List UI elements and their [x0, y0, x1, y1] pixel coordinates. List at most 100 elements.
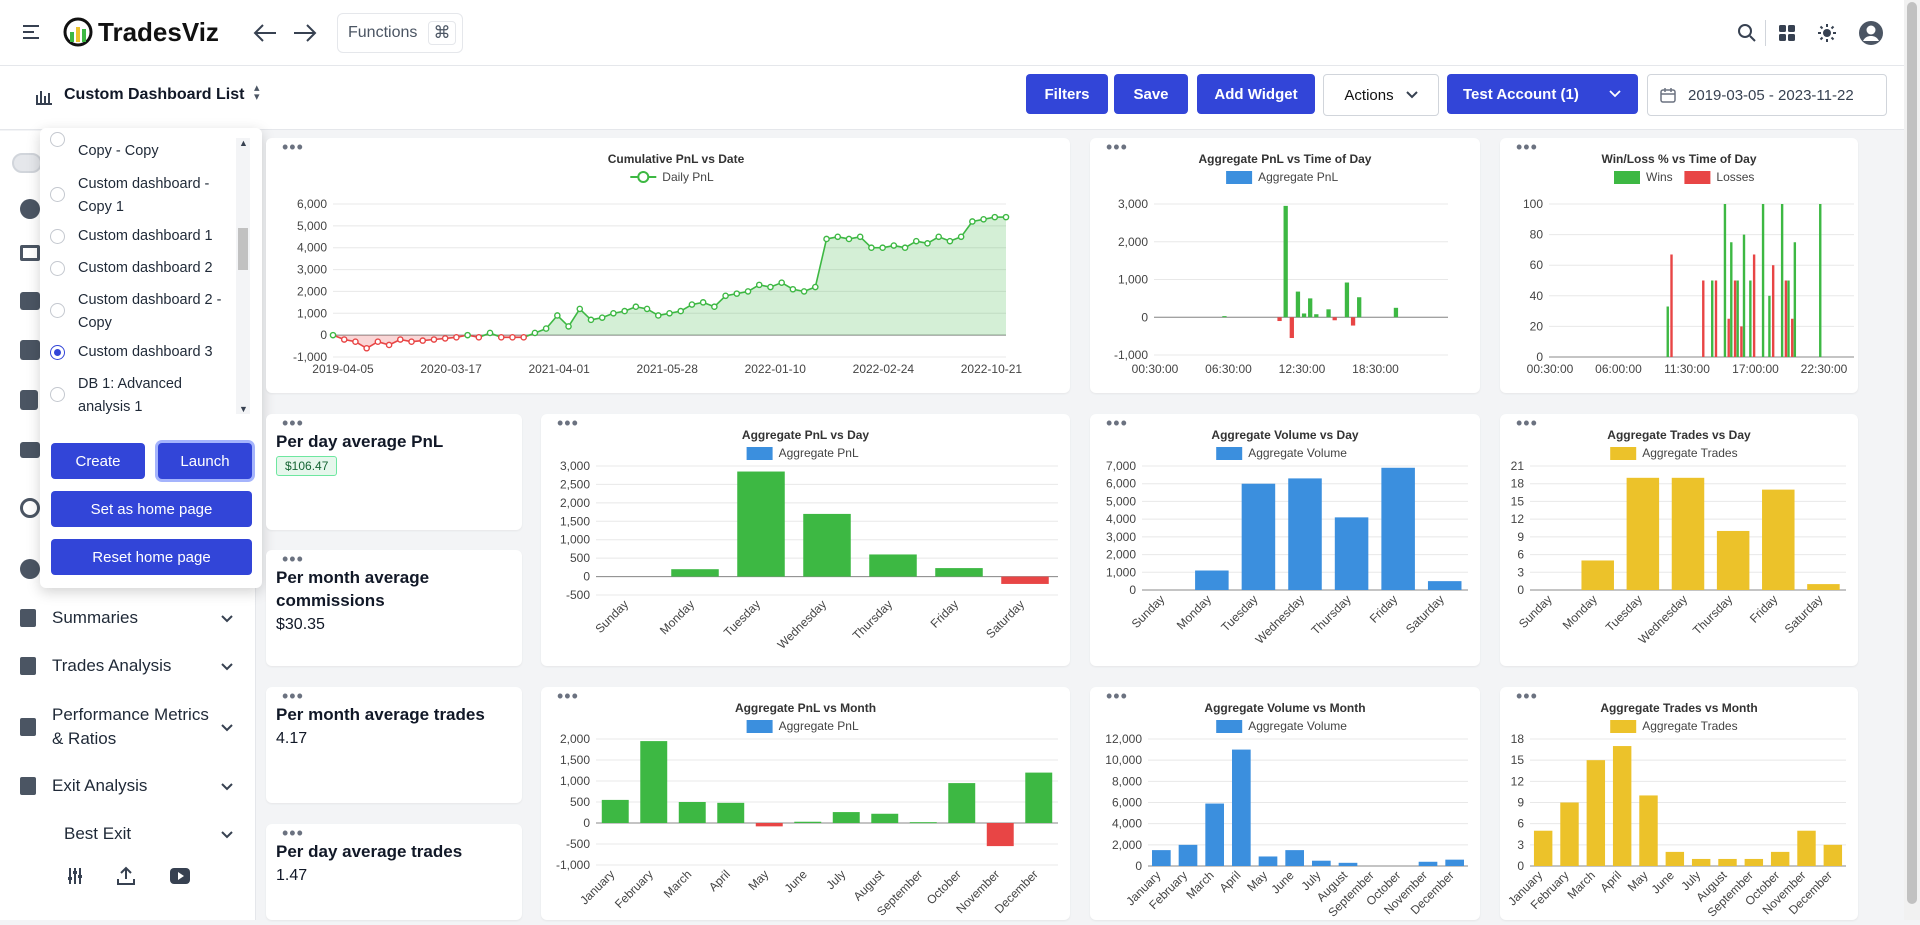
save-button[interactable]: Save	[1114, 74, 1188, 114]
bar	[1357, 297, 1362, 318]
journal-edit-icon[interactable]	[20, 340, 40, 360]
widget-menu-icon[interactable]: •••	[557, 686, 579, 706]
winloss-time-of-day-chart[interactable]: Win/Loss % vs Time of Day Wins Losses 100 80…	[1500, 138, 1858, 393]
user-avatar-icon[interactable]	[1858, 20, 1884, 46]
y-tick-label: 18	[1511, 477, 1525, 491]
volume-day-chart[interactable]: Aggregate Volume vs Day Aggregate Volume 7…	[1090, 414, 1480, 666]
widget-menu-icon[interactable]: •••	[557, 413, 579, 433]
launch-button[interactable]: Launch	[158, 443, 252, 479]
dashboard-option[interactable]: Custom dashboard 2	[50, 257, 235, 280]
dashboard-stack-icon[interactable]	[20, 442, 40, 458]
widget-menu-icon[interactable]: •••	[1106, 686, 1128, 706]
clipboard-check-icon[interactable]	[20, 390, 38, 410]
page-scrollbar-thumb[interactable]	[1907, 2, 1917, 904]
bar-wins	[1780, 204, 1784, 357]
account-selector[interactable]: Test Account (1)	[1447, 74, 1638, 114]
radio-button[interactable]	[50, 303, 65, 318]
radio-button[interactable]	[50, 387, 65, 402]
radio-button[interactable]	[50, 132, 65, 147]
dashboard-option[interactable]: Custom dashboard - Copy 1	[50, 173, 235, 219]
dashboard-option[interactable]: Custom dashboard 1	[50, 225, 235, 248]
chart-card-winloss-time-of-day: ••• Win/Loss % vs Time of Day Wins Losses 1…	[1500, 138, 1858, 393]
widget-menu-icon[interactable]: •••	[1516, 686, 1538, 706]
trades-day-chart[interactable]: Aggregate Trades vs Day Aggregate Trades 2…	[1500, 414, 1858, 666]
scroll-down-arrow-icon[interactable]: ▼	[239, 404, 248, 414]
widget-menu-icon[interactable]: •••	[282, 686, 304, 706]
y-tick-label: 6,000	[1112, 796, 1142, 810]
sidebar-item-trades-analysis[interactable]: Trades Analysis	[20, 654, 235, 678]
sidebar-item-performance-metrics[interactable]: Performance Metrics & Ratios	[20, 703, 235, 751]
bar	[1350, 317, 1356, 326]
apps-grid-icon[interactable]	[1778, 24, 1796, 42]
youtube-icon[interactable]	[170, 868, 190, 884]
x-tick-label: June	[782, 867, 811, 896]
reset-home-page-button[interactable]: Reset home page	[51, 539, 252, 575]
settings-gear-icon[interactable]	[20, 559, 40, 579]
search-icon[interactable]	[1737, 23, 1757, 43]
sidebar-item-best-exit[interactable]: Best Exit	[44, 822, 235, 846]
chart-title: Aggregate PnL vs Day	[742, 428, 869, 442]
data-point	[812, 283, 819, 291]
calendar-icon	[1660, 88, 1676, 103]
dashboard-option-selected[interactable]: Custom dashboard 3	[50, 341, 235, 364]
sidebar-toggle-switch[interactable]	[12, 153, 42, 173]
volume-month-chart[interactable]: Aggregate Volume vs Month Aggregate Volum…	[1090, 687, 1480, 920]
widget-menu-icon[interactable]: •••	[282, 137, 304, 157]
chart-title: Aggregate Trades vs Day	[1607, 428, 1751, 442]
forward-arrow-icon[interactable]	[292, 22, 318, 44]
sliders-icon[interactable]	[66, 867, 84, 885]
chevron-down-icon	[1405, 91, 1418, 99]
sidebar-item-summaries[interactable]: Summaries	[20, 606, 235, 630]
y-tick-label: 9	[1517, 530, 1524, 544]
widget-menu-icon[interactable]: •••	[1516, 413, 1538, 433]
widget-menu-icon[interactable]: •••	[1516, 137, 1538, 157]
scroll-up-arrow-icon[interactable]: ▲	[239, 138, 248, 148]
create-button[interactable]: Create	[51, 443, 145, 479]
bar	[871, 813, 899, 823]
widget-menu-icon[interactable]: •••	[282, 413, 304, 433]
sidebar-item-exit-analysis[interactable]: Exit Analysis	[20, 774, 235, 798]
pnl-day-chart[interactable]: Aggregate PnL vs Day Aggregate PnL 3,000 2,…	[541, 414, 1070, 666]
theme-sun-icon[interactable]	[1817, 23, 1837, 43]
widget-menu-icon[interactable]: •••	[282, 823, 304, 843]
dashboard-list-toggle[interactable]: Custom Dashboard List	[64, 86, 245, 103]
dashboard-option[interactable]: Custom dashboard 2 - Copy	[50, 289, 235, 335]
trades-month-chart[interactable]: Aggregate Trades vs Month Aggregate Trade…	[1500, 687, 1858, 920]
dashboard-option[interactable]: DB 1: Advanced analysis 1	[50, 373, 235, 419]
actions-label: Actions	[1344, 86, 1394, 104]
filters-button[interactable]: Filters	[1026, 74, 1108, 114]
radio-button-checked[interactable]	[50, 345, 65, 360]
radio-button[interactable]	[50, 261, 65, 276]
hamburger-menu-icon[interactable]	[22, 24, 40, 40]
sort-updown-icon[interactable]: ▴ ▾	[254, 82, 260, 103]
chart-bar-icon	[20, 657, 36, 675]
add-widget-button[interactable]: Add Widget	[1197, 74, 1315, 114]
pnl-time-of-day-chart[interactable]: Aggregate PnL vs Time of Day Aggregate Pn…	[1090, 138, 1480, 393]
pnl-month-chart[interactable]: Aggregate PnL vs Month Aggregate PnL 2,000…	[541, 687, 1070, 920]
table-icon[interactable]	[20, 245, 40, 261]
set-home-page-button[interactable]: Set as home page	[51, 491, 252, 527]
widget-menu-icon[interactable]: •••	[282, 549, 304, 569]
y-tick-label: 12,000	[1105, 732, 1142, 746]
pie-chart-icon[interactable]	[20, 199, 40, 219]
upload-icon[interactable]	[116, 866, 136, 886]
functions-button[interactable]: Functions ⌘	[337, 13, 463, 53]
y-tick-label: 0	[1517, 859, 1524, 873]
dashboard-option[interactable]: Copy - Copy	[50, 132, 235, 163]
back-arrow-icon[interactable]	[252, 22, 278, 44]
brain-icon[interactable]	[20, 498, 40, 518]
widget-menu-icon[interactable]: •••	[1106, 413, 1128, 433]
cumulative-pnl-chart[interactable]: Cumulative PnL vs Date Daily PnL 6,000 5,00…	[266, 138, 1070, 393]
radio-button[interactable]	[50, 187, 65, 202]
y-tick-label: 0	[1129, 583, 1136, 597]
dropdown-scrollbar-thumb[interactable]	[238, 228, 248, 270]
x-tick-label: June	[1268, 868, 1297, 897]
dropdown-scrollbar[interactable]: ▲ ▼	[236, 138, 250, 414]
date-range-picker[interactable]: 2019-03-05 - 2023-11-22	[1647, 74, 1887, 116]
widget-menu-icon[interactable]: •••	[1106, 137, 1128, 157]
actions-dropdown[interactable]: Actions	[1323, 74, 1439, 116]
data-point	[621, 307, 628, 315]
calendar-icon[interactable]	[20, 292, 40, 310]
radio-button[interactable]	[50, 229, 65, 244]
bar	[717, 802, 745, 823]
